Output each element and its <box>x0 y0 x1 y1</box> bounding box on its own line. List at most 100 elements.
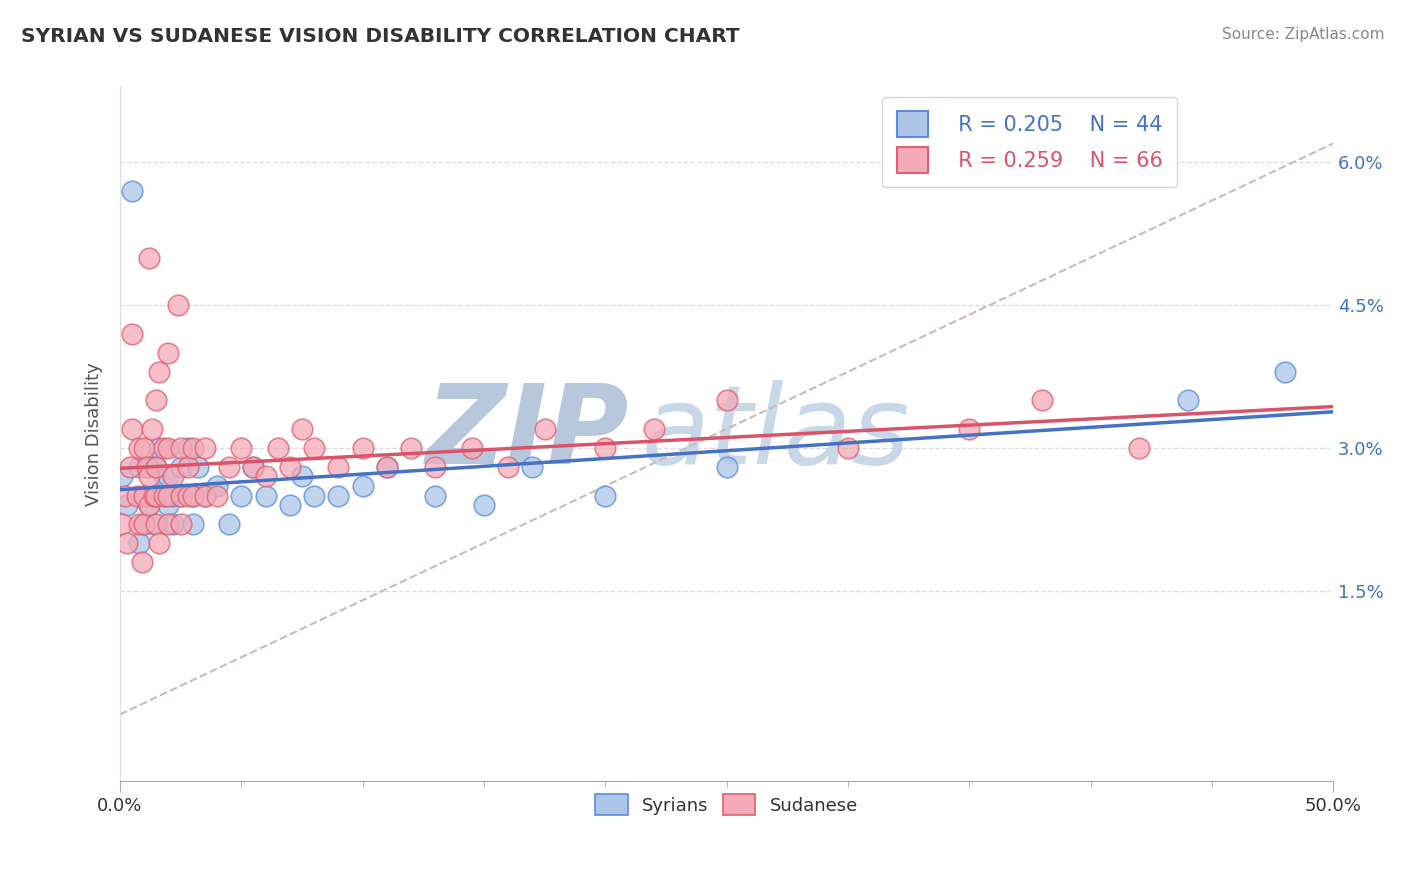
Point <box>352 479 374 493</box>
Point <box>135 460 157 475</box>
Point <box>181 489 204 503</box>
Point <box>157 469 180 483</box>
Point <box>593 489 616 503</box>
Point <box>121 422 143 436</box>
Point <box>162 489 184 503</box>
Point <box>157 498 180 512</box>
Point <box>399 441 422 455</box>
Point <box>1274 365 1296 379</box>
Point <box>1177 393 1199 408</box>
Point <box>152 469 174 483</box>
Point <box>194 489 217 503</box>
Y-axis label: Vision Disability: Vision Disability <box>86 362 103 506</box>
Point <box>157 517 180 532</box>
Point <box>181 489 204 503</box>
Point <box>145 460 167 475</box>
Point <box>145 393 167 408</box>
Point <box>242 460 264 475</box>
Point <box>128 517 150 532</box>
Point <box>496 460 519 475</box>
Point <box>114 489 136 503</box>
Point <box>461 441 484 455</box>
Point <box>152 489 174 503</box>
Point <box>218 517 240 532</box>
Point <box>169 489 191 503</box>
Point <box>837 441 859 455</box>
Point <box>425 489 447 503</box>
Point <box>643 422 665 436</box>
Point <box>278 460 301 475</box>
Text: Source: ZipAtlas.com: Source: ZipAtlas.com <box>1222 27 1385 42</box>
Legend: Syrians, Sudanese: Syrians, Sudanese <box>586 785 868 824</box>
Point <box>128 441 150 455</box>
Point <box>181 517 204 532</box>
Point <box>177 460 200 475</box>
Point <box>162 469 184 483</box>
Text: ZIP: ZIP <box>426 380 630 487</box>
Point <box>242 460 264 475</box>
Point <box>169 441 191 455</box>
Point <box>111 469 134 483</box>
Point <box>291 469 314 483</box>
Point <box>302 441 325 455</box>
Point <box>328 460 350 475</box>
Point <box>148 365 170 379</box>
Point <box>138 498 160 512</box>
Point <box>716 393 738 408</box>
Point <box>142 489 165 503</box>
Point <box>145 460 167 475</box>
Point <box>138 460 160 475</box>
Point <box>152 489 174 503</box>
Point <box>205 479 228 493</box>
Point <box>145 517 167 532</box>
Point <box>141 422 163 436</box>
Point <box>121 326 143 341</box>
Point <box>177 441 200 455</box>
Point <box>522 460 544 475</box>
Point <box>134 441 156 455</box>
Point <box>205 489 228 503</box>
Point <box>169 460 191 475</box>
Point <box>716 460 738 475</box>
Point <box>118 460 141 475</box>
Point <box>267 441 290 455</box>
Point <box>145 489 167 503</box>
Point <box>167 298 190 312</box>
Point <box>145 489 167 503</box>
Point <box>138 498 160 512</box>
Point <box>138 251 160 265</box>
Point <box>291 422 314 436</box>
Point <box>328 489 350 503</box>
Point <box>128 460 150 475</box>
Point <box>425 460 447 475</box>
Point <box>152 441 174 455</box>
Point <box>177 489 200 503</box>
Point <box>194 489 217 503</box>
Point <box>254 469 277 483</box>
Text: SYRIAN VS SUDANESE VISION DISABILITY CORRELATION CHART: SYRIAN VS SUDANESE VISION DISABILITY COR… <box>21 27 740 45</box>
Point <box>957 422 980 436</box>
Point <box>1128 441 1150 455</box>
Point <box>148 536 170 550</box>
Point <box>148 441 170 455</box>
Point <box>134 517 156 532</box>
Point <box>181 441 204 455</box>
Point <box>375 460 398 475</box>
Point <box>134 489 156 503</box>
Point <box>218 460 240 475</box>
Point <box>1031 393 1053 408</box>
Point <box>121 184 143 198</box>
Point <box>138 469 160 483</box>
Point <box>533 422 555 436</box>
Point <box>593 441 616 455</box>
Point <box>375 460 398 475</box>
Point <box>157 441 180 455</box>
Point <box>231 489 253 503</box>
Text: atlas: atlas <box>641 380 910 487</box>
Point <box>117 498 139 512</box>
Point <box>302 489 325 503</box>
Point <box>278 498 301 512</box>
Point <box>352 441 374 455</box>
Point <box>231 441 253 455</box>
Point <box>131 555 153 569</box>
